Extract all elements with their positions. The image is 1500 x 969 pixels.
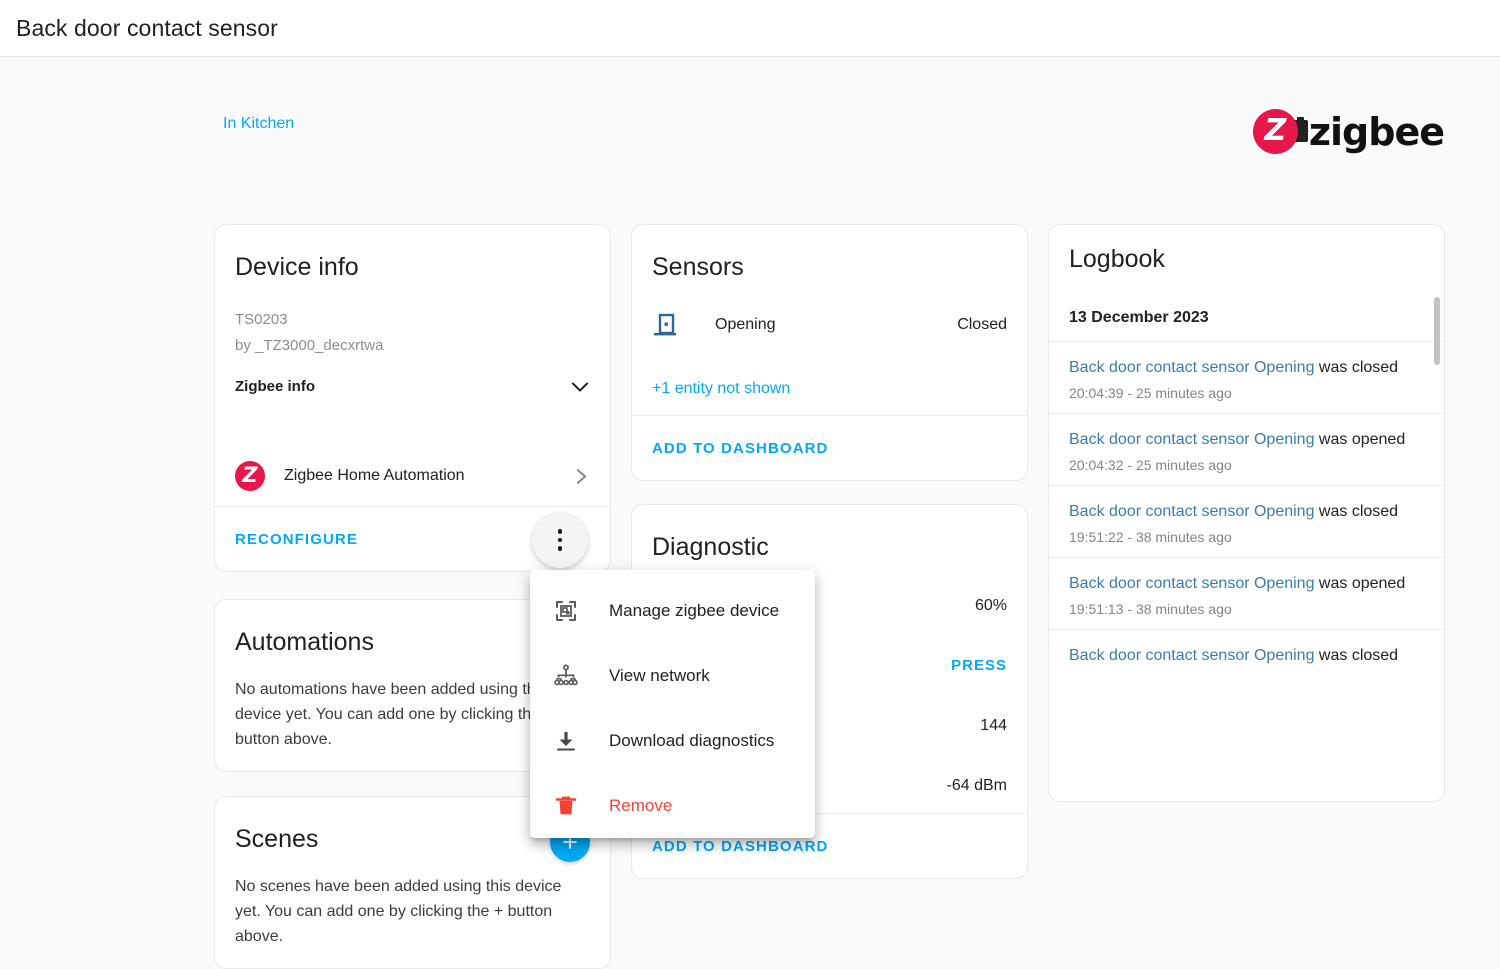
integration-name: Zigbee Home Automation <box>284 467 465 484</box>
diagnostic-row-state: 60% <box>974 597 1007 614</box>
zigbee-z-glyph: Z <box>1264 112 1287 148</box>
logbook-entry-message: Back door contact sensor Opening was clo… <box>1069 355 1424 381</box>
logbook-entry-message: Back door contact sensor Opening was clo… <box>1069 643 1424 669</box>
chevron-right-icon <box>576 469 587 484</box>
device-info-card: Device info TS0203 by _TZ3000_decxrtwa Z… <box>214 224 611 572</box>
logbook-entry-action: was closed <box>1314 359 1399 376</box>
logbook-entry-time: 19:51:13 - 38 minutes ago <box>1069 601 1232 617</box>
add-to-dashboard-button[interactable]: ADD TO DASHBOARD <box>652 439 829 457</box>
logbook-entry-time: 20:04:39 - 25 minutes ago <box>1069 385 1232 401</box>
zigbee-brand-logo: Z zigbee <box>1252 109 1445 154</box>
menu-item-label: Manage zigbee device <box>609 600 780 620</box>
logbook-date-heading: 13 December 2023 <box>1069 309 1209 326</box>
menu-item-manage-zigbee-device[interactable]: Manage zigbee device <box>530 578 815 643</box>
reconfigure-button[interactable]: RECONFIGURE <box>235 530 358 548</box>
logbook-scrollbar-thumb[interactable] <box>1434 297 1440 365</box>
sensor-entity-state: Closed <box>957 316 1007 333</box>
chip-device-icon <box>554 599 578 623</box>
logbook-list[interactable]: 13 December 2023 Back door contact senso… <box>1049 293 1444 801</box>
device-info-title: Device info <box>235 253 359 281</box>
zigbee-info-label: Zigbee info <box>235 378 315 395</box>
menu-item-label: View network <box>609 665 710 685</box>
logbook-entry-time: 20:04:32 - 25 minutes ago <box>1069 457 1232 473</box>
page-content: In Kitchen 60% Z zigbee Device info TS02… <box>0 57 1500 969</box>
scenes-empty-text: No scenes have been added using this dev… <box>235 878 562 945</box>
logbook-entry-message: Back door contact sensor Opening was ope… <box>1069 571 1424 597</box>
dot <box>557 537 563 543</box>
zigbee-circle-icon: Z <box>1252 109 1298 154</box>
dot <box>557 546 563 551</box>
logbook-entry[interactable]: Back door contact sensor Opening was ope… <box>1049 413 1444 485</box>
logbook-entry-action: was opened <box>1314 431 1406 448</box>
logbook-entry-action: was opened <box>1314 575 1406 592</box>
scenes-title: Scenes <box>235 825 319 853</box>
device-subheader: In Kitchen 60% Z zigbee <box>0 107 1500 155</box>
zigbee-circle-icon: Z <box>235 461 265 491</box>
diagnostic-title: Diagnostic <box>652 533 769 561</box>
download-icon <box>554 729 578 753</box>
network-tree-icon <box>554 664 578 688</box>
trash-icon <box>554 794 578 818</box>
device-model: TS0203 <box>235 311 288 328</box>
logbook-entity-link[interactable]: Back door contact sensor Opening <box>1069 503 1315 520</box>
add-to-dashboard-button[interactable]: ADD TO DASHBOARD <box>652 837 829 855</box>
zigbee-z-glyph: Z <box>242 462 258 487</box>
automations-empty-text: No automations have been added using thi… <box>235 681 554 748</box>
diagnostic-press-button[interactable]: PRESS <box>951 657 1007 674</box>
logbook-entry[interactable]: Back door contact sensor Opening was clo… <box>1049 485 1444 557</box>
menu-item-label: Download diagnostics <box>609 730 775 750</box>
logbook-entry-time: 19:51:22 - 38 minutes ago <box>1069 529 1232 545</box>
diagnostic-card: Diagnostic 60% PRESS 144 -64 dBm ADD TO … <box>631 504 1028 879</box>
app-top-bar: Back door contact sensor <box>0 0 1500 57</box>
area-link[interactable]: In Kitchen <box>223 115 295 132</box>
diagnostic-row-state: 144 <box>980 717 1007 734</box>
sensor-entity-row[interactable]: Opening Closed <box>652 305 1007 345</box>
device-info-actions: RECONFIGURE <box>215 506 610 571</box>
logbook-entry[interactable]: Back door contact sensor Opening was clo… <box>1049 629 1444 685</box>
overflow-menu-button[interactable] <box>532 512 588 568</box>
sensors-actions: ADD TO DASHBOARD <box>632 415 1027 480</box>
logbook-entity-link[interactable]: Back door contact sensor Opening <box>1069 359 1315 376</box>
overflow-menu: Manage zigbee device View network <box>530 570 815 838</box>
menu-item-view-network[interactable]: View network <box>530 643 815 708</box>
logbook-entry-message: Back door contact sensor Opening was ope… <box>1069 427 1424 453</box>
logbook-entry[interactable]: Back door contact sensor Opening was clo… <box>1049 341 1444 413</box>
chevron-down-icon <box>571 382 589 392</box>
zigbee-info-expander[interactable]: Zigbee info <box>235 378 591 406</box>
page-title: Back door contact sensor <box>16 14 278 41</box>
sensors-title: Sensors <box>652 253 744 281</box>
logbook-entry-action: was closed <box>1314 503 1399 520</box>
integration-link-row[interactable]: Z Zigbee Home Automation <box>235 453 591 499</box>
device-manufacturer: by _TZ3000_decxrtwa <box>235 337 384 354</box>
automations-title: Automations <box>235 628 374 656</box>
diagnostic-row-state: -64 dBm <box>946 777 1007 794</box>
logbook-entity-link[interactable]: Back door contact sensor Opening <box>1069 575 1315 592</box>
logbook-entity-link[interactable]: Back door contact sensor Opening <box>1069 647 1315 664</box>
menu-item-download-diagnostics[interactable]: Download diagnostics <box>530 708 815 773</box>
more-entities-link[interactable]: +1 entity not shown <box>652 380 791 397</box>
sensor-entity-name: Opening <box>715 316 776 333</box>
logbook-scrollbar-track[interactable] <box>1434 297 1440 797</box>
logbook-card: Logbook 13 December 2023 Back door conta… <box>1048 224 1445 802</box>
door-icon <box>652 312 686 338</box>
logbook-entry-action: was closed <box>1314 647 1399 664</box>
menu-item-remove[interactable]: Remove <box>530 773 815 838</box>
logbook-entry-message: Back door contact sensor Opening was clo… <box>1069 499 1424 525</box>
dot <box>557 529 563 534</box>
sensors-card: Sensors Opening Closed +1 entity not sho… <box>631 224 1028 481</box>
zigbee-wordmark: zigbee <box>1308 109 1445 154</box>
logbook-entity-link[interactable]: Back door contact sensor Opening <box>1069 431 1315 448</box>
logbook-entry[interactable]: Back door contact sensor Opening was ope… <box>1049 557 1444 629</box>
menu-item-label: Remove <box>609 795 673 815</box>
logbook-title: Logbook <box>1069 245 1165 273</box>
diagnostic-actions: ADD TO DASHBOARD <box>632 813 1027 878</box>
